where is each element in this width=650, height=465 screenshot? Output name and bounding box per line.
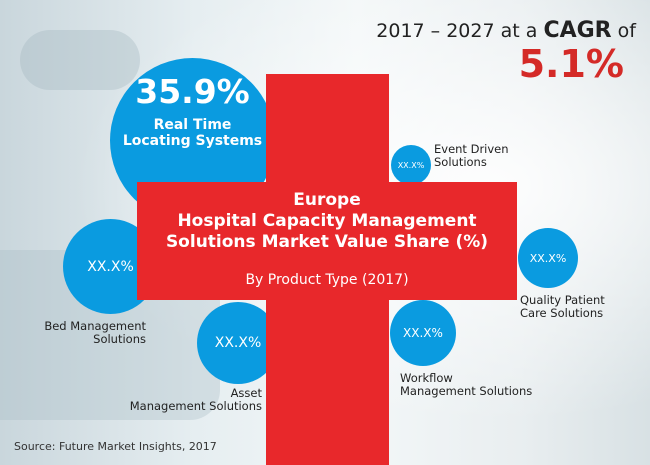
title-line-3: Solutions Market Value Share (%) xyxy=(165,232,489,252)
background-equipment-shape xyxy=(20,30,140,90)
cagr-headline: 2017 – 2027 at a CAGR of xyxy=(376,18,636,43)
title-line-2: Hospital Capacity Management xyxy=(177,211,477,231)
bed-value: XX.X% xyxy=(87,258,134,275)
rtls-label-2: Locating Systems xyxy=(122,133,263,149)
source-note: Source: Future Market Insights, 2017 xyxy=(14,440,217,453)
workflow-value: XX.X% xyxy=(403,326,443,340)
quality-value: XX.X% xyxy=(529,251,567,265)
chart-title: Europe Hospital Capacity Management Solu… xyxy=(137,190,517,253)
asset-label-1: Asset xyxy=(230,386,262,400)
bed-label: Bed Management Solutions xyxy=(34,320,146,346)
workflow-label-2: Management Solutions xyxy=(400,384,533,398)
rtls-value: 35.9% xyxy=(135,72,250,111)
rtls-label-1: Real Time xyxy=(153,117,232,133)
workflow-label: Workflow Management Solutions xyxy=(400,372,532,398)
quality-label-2: Care Solutions xyxy=(520,306,604,320)
bed-label-2: Solutions xyxy=(93,332,146,346)
workflow-circle: XX.X% xyxy=(390,300,456,366)
asset-value: XX.X% xyxy=(214,335,262,351)
bed-label-1: Bed Management xyxy=(44,319,146,333)
event-value: XX.X% xyxy=(397,160,425,170)
asset-circle: XX.X% xyxy=(197,302,279,384)
workflow-label-1: Workflow xyxy=(400,371,453,385)
asset-label-2: Management Solutions xyxy=(129,399,262,413)
chart-subtitle: By Product Type (2017) xyxy=(245,272,409,288)
quality-label: Quality Patient Care Solutions xyxy=(520,294,605,320)
cagr-at-a: at a xyxy=(500,20,538,42)
asset-label: Asset Management Solutions xyxy=(118,387,262,413)
quality-label-1: Quality Patient xyxy=(520,293,605,307)
cagr-word: CAGR xyxy=(543,18,612,43)
event-label-2: Solutions xyxy=(434,155,487,169)
cagr-period: 2017 – 2027 xyxy=(376,20,495,42)
event-label: Event Driven Solutions xyxy=(434,143,509,169)
event-circle: XX.X% xyxy=(391,145,431,185)
cagr-of: of xyxy=(617,20,636,42)
quality-circle: XX.X% xyxy=(518,228,578,288)
title-line-1: Europe xyxy=(293,190,361,210)
red-cross-horizontal xyxy=(137,182,517,300)
event-label-1: Event Driven xyxy=(434,142,509,156)
cagr-value: 5.1% xyxy=(518,42,624,86)
